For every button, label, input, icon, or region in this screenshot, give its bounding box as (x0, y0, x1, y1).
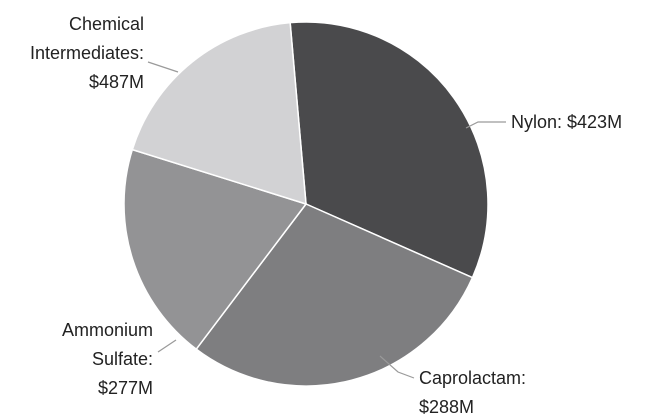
slice-label-line: Sulfate: (92, 349, 153, 369)
pie-slices (123, 21, 489, 387)
pie-slice-caprolactam (123, 148, 308, 351)
slice-label-line: Caprolactam: (419, 368, 526, 388)
slice-label-line: $277M (98, 378, 153, 398)
slice-label-caprolactam: Caprolactam: $288M (419, 368, 526, 414)
leader-line-chemical-intermediates (147, 61, 179, 73)
leader-line-caprolactam (379, 355, 415, 379)
pie-slice-chemical-intermediates (289, 21, 489, 279)
pie-slice-ammonium-sulfate (131, 21, 307, 206)
leader-lines (147, 61, 506, 379)
slice-label-line: Chemical (69, 14, 144, 34)
slice-label-line: $288M (419, 397, 474, 414)
slice-label-line: $487M (89, 72, 144, 92)
leader-line-nylon (465, 121, 506, 129)
slice-label-nylon: Nylon: $423M (511, 112, 622, 132)
slice-labels: Chemical Intermediates: $487M Nylon: $423M C… (30, 14, 622, 414)
slice-label-chemical-intermediates: Chemical Intermediates: $487M (30, 14, 144, 92)
slice-label-line: Ammonium (62, 320, 153, 340)
leader-line-ammonium-sulfate (157, 339, 177, 353)
slice-label-line: Intermediates: (30, 43, 144, 63)
slice-label-ammonium-sulfate: Ammonium Sulfate: $277M (62, 320, 153, 398)
slice-label-line: Nylon: $423M (511, 112, 622, 132)
pie-slice-nylon (195, 203, 474, 387)
